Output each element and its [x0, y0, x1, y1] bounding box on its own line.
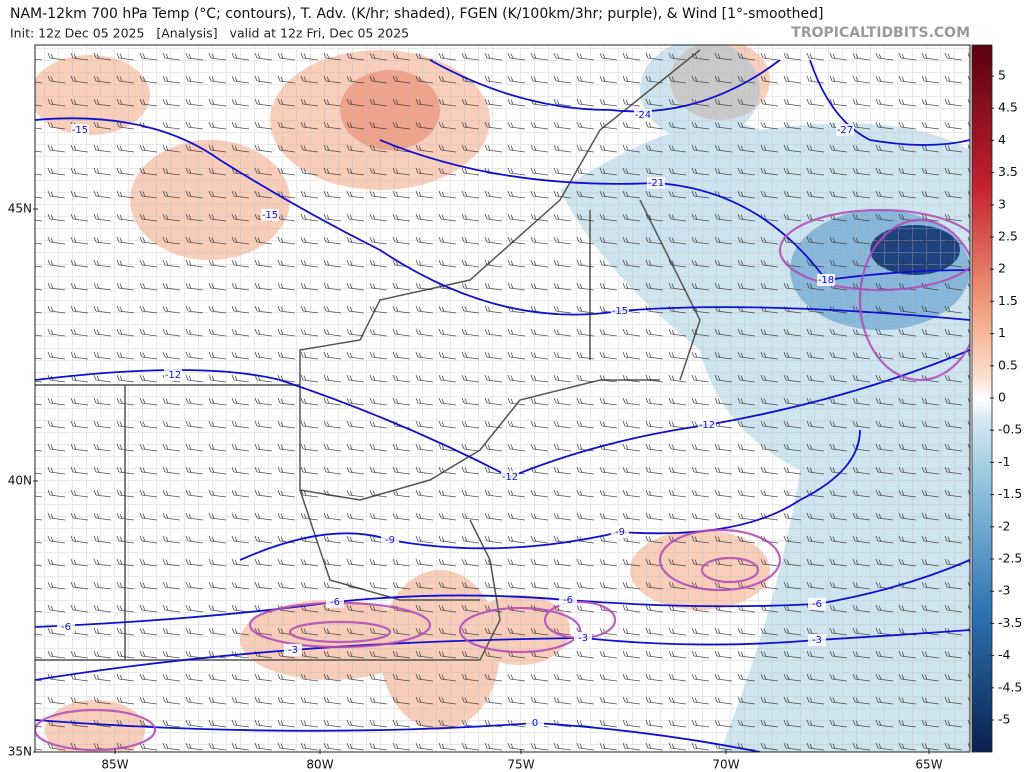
- map-area: [35, 45, 970, 752]
- longitude-label: 65W: [915, 758, 942, 772]
- contour-label-bg: [71, 124, 89, 136]
- contour-label-bg: [526, 717, 544, 729]
- contour-label-bg: [326, 596, 344, 608]
- contour-label: -24: [635, 110, 651, 121]
- contour-label-bg: [261, 209, 279, 221]
- contour-label-bg: [836, 124, 854, 136]
- colorbar-label: -5: [998, 712, 1010, 727]
- contour-label-bg: [164, 369, 182, 381]
- contour-label-bg: [574, 632, 592, 644]
- colorbar-label: -2: [998, 518, 1010, 533]
- contour-label-bg: [501, 471, 519, 483]
- contour-label: -6: [563, 595, 573, 606]
- contour-label: -3: [578, 633, 588, 644]
- contour-label-bg: [611, 305, 629, 317]
- watermark: TROPICALTIDBITS.COM: [791, 25, 970, 41]
- colorbar: [971, 44, 993, 753]
- colorbar-label: -1: [998, 454, 1010, 469]
- title: NAM-12km 700 hPa Temp (°C; contours), T.…: [10, 6, 823, 22]
- colorbar-label: 2.5: [998, 229, 1018, 244]
- colorbar-label: -1.5: [998, 486, 1022, 501]
- colorbar-label: -3.5: [998, 615, 1022, 630]
- colorbar-label: -2.5: [998, 551, 1022, 566]
- contour-label-bg: [817, 274, 835, 286]
- contour-label-bg: [808, 634, 826, 646]
- contour-label: -15: [72, 125, 88, 136]
- longitude-label: 70W: [712, 758, 739, 772]
- longitude-label: 85W: [101, 758, 128, 772]
- contour-label-bg: [57, 621, 75, 633]
- latitude-label: 35N: [8, 745, 32, 759]
- latitude-label: 45N: [8, 202, 32, 216]
- longitude-label: 75W: [507, 758, 534, 772]
- contour-label: -18: [818, 275, 834, 286]
- contour-label: -12: [502, 472, 518, 483]
- init-line: Init: 12z Dec 05 2025 [Analysis] valid a…: [10, 26, 409, 41]
- contour-label-bg: [284, 644, 302, 656]
- colorbar-label: -4: [998, 647, 1011, 662]
- contour-label-bg: [559, 594, 577, 606]
- colorbar-label: 2: [998, 261, 1006, 276]
- colorbar-label: 3.5: [998, 164, 1018, 179]
- colorbar-label: -0.5: [998, 422, 1022, 437]
- colorbar-label: -4.5: [998, 679, 1022, 694]
- contour-label: -21: [648, 178, 664, 189]
- contour-label-bg: [808, 598, 826, 610]
- colorbar-label: 4.5: [998, 100, 1018, 115]
- colorbar-label: 5: [998, 68, 1006, 83]
- contour-label-bg: [698, 419, 716, 431]
- colorbar-label: -3: [998, 583, 1010, 598]
- contour-label: -9: [615, 527, 625, 538]
- contour-label: -3: [288, 645, 298, 656]
- contour-label: 0: [532, 718, 538, 729]
- contour-label-bg: [634, 109, 652, 121]
- colorbar-label: 0.5: [998, 357, 1018, 372]
- colorbar-label: 4: [998, 132, 1006, 147]
- latitude-label: 40N: [8, 474, 32, 488]
- contour-label: -3: [812, 635, 822, 646]
- contour-label: -27: [837, 125, 853, 136]
- contour-label: -12: [165, 370, 181, 381]
- contour-label: -6: [812, 599, 822, 610]
- contour-label-bg: [611, 526, 629, 538]
- contour-label-bg: [381, 534, 399, 546]
- contour-label: -12: [699, 420, 715, 431]
- contour-label: -9: [385, 535, 395, 546]
- colorbar-label: 0: [998, 390, 1006, 405]
- contour-label: -15: [262, 210, 278, 221]
- contour-label: -15: [612, 306, 628, 317]
- colorbar-label: 1: [998, 325, 1006, 340]
- colorbar-label: 1.5: [998, 293, 1018, 308]
- contour-label: -6: [330, 597, 340, 608]
- colorbar-label: 3: [998, 196, 1006, 211]
- contour-label-bg: [647, 177, 665, 189]
- longitude-label: 80W: [306, 758, 333, 772]
- contour-label: -6: [61, 622, 71, 633]
